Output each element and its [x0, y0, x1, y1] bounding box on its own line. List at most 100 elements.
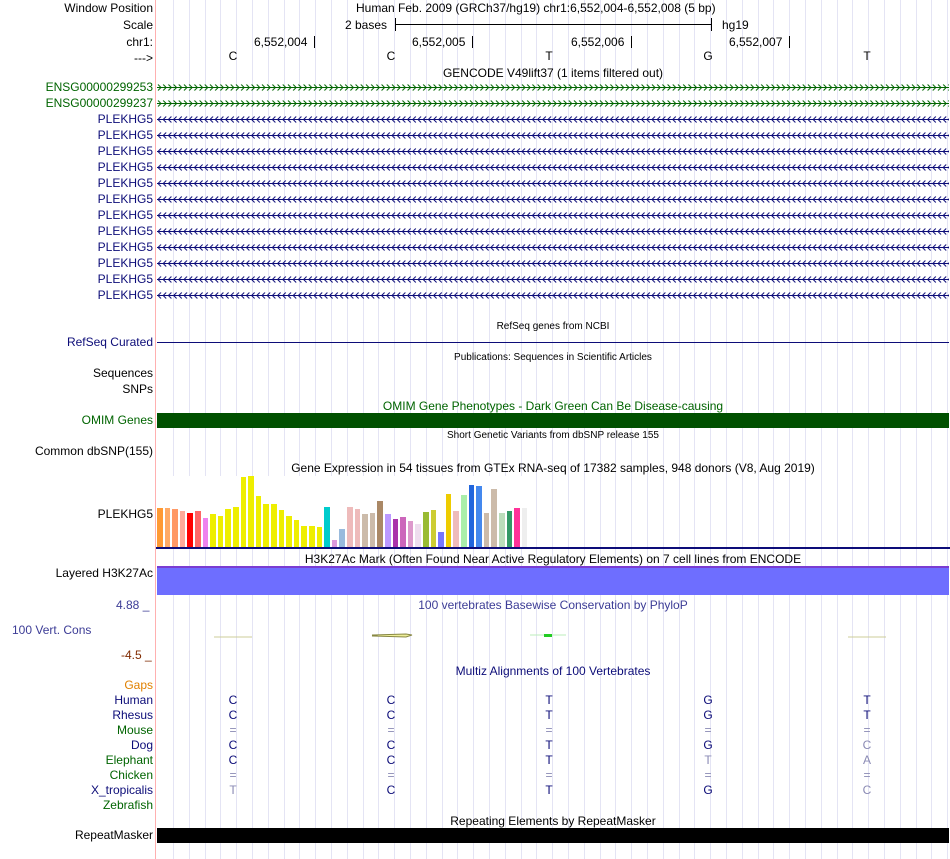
species-label[interactable]: Mouse: [116, 723, 153, 737]
gene-label[interactable]: PLEKHG5: [97, 176, 153, 190]
gtex-bar[interactable]: [483, 513, 490, 547]
gene-model[interactable]: [157, 131, 949, 141]
h3k27ac-signal-bar[interactable]: [157, 568, 949, 595]
gene-model[interactable]: [157, 179, 949, 189]
phylop-label[interactable]: 100 Vert. Cons: [12, 623, 92, 637]
gtex-bar[interactable]: [491, 489, 497, 547]
gtex-bar[interactable]: [164, 508, 171, 547]
gtex-bar[interactable]: [157, 508, 163, 547]
gtex-gene-label[interactable]: PLEKHG5: [97, 507, 153, 521]
species-label[interactable]: Rhesus: [112, 708, 153, 722]
h3k27ac-track-title[interactable]: H3K27Ac Mark (Often Found Near Active Re…: [304, 552, 802, 566]
gtex-bar[interactable]: [271, 504, 277, 547]
gtex-bar[interactable]: [445, 494, 452, 547]
gtex-bar[interactable]: [172, 509, 178, 547]
gtex-bar[interactable]: [187, 513, 193, 547]
dbsnp-track-title[interactable]: Short Genetic Variants from dbSNP releas…: [447, 430, 659, 441]
gene-label[interactable]: PLEKHG5: [97, 208, 153, 222]
refseq-label[interactable]: RefSeq Curated: [66, 335, 153, 349]
species-label[interactable]: Dog: [130, 738, 153, 752]
gaps-label[interactable]: Gaps: [124, 678, 153, 692]
species-label[interactable]: Chicken: [109, 768, 153, 782]
gene-label[interactable]: PLEKHG5: [97, 192, 153, 206]
species-label[interactable]: Human: [114, 693, 153, 707]
gene-model[interactable]: [157, 211, 949, 221]
snps-label[interactable]: SNPs: [122, 382, 153, 396]
gtex-bar[interactable]: [240, 477, 247, 547]
publications-track-title[interactable]: Publications: Sequences in Scientific Ar…: [454, 352, 652, 363]
refseq-track-title[interactable]: RefSeq genes from NCBI: [496, 321, 610, 332]
gtex-bar[interactable]: [369, 513, 376, 547]
gene-label[interactable]: PLEKHG5: [97, 288, 153, 302]
sequences-label[interactable]: Sequences: [92, 366, 153, 380]
gtex-bar[interactable]: [476, 486, 482, 547]
gene-model[interactable]: [157, 291, 949, 301]
gene-label[interactable]: PLEKHG5: [97, 224, 153, 238]
h3k27ac-label[interactable]: Layered H3K27Ac: [55, 566, 153, 580]
gtex-bar[interactable]: [499, 513, 505, 547]
gtex-bar[interactable]: [339, 529, 345, 547]
gtex-bar[interactable]: [354, 509, 361, 547]
phylop-signal[interactable]: [156, 625, 950, 645]
gene-label[interactable]: ENSG00000299237: [45, 96, 153, 110]
gencode-track-title[interactable]: GENCODE V49lift37 (1 items filtered out): [442, 66, 664, 80]
gtex-bar[interactable]: [362, 514, 368, 547]
gtex-bar[interactable]: [202, 518, 209, 547]
gtex-bar[interactable]: [400, 517, 406, 547]
refseq-gene-line[interactable]: [157, 342, 949, 343]
gtex-bar[interactable]: [324, 507, 330, 547]
omim-label[interactable]: OMIM Genes: [81, 413, 153, 427]
gene-model[interactable]: [157, 115, 949, 125]
gene-label[interactable]: PLEKHG5: [97, 160, 153, 174]
gtex-bar[interactable]: [195, 511, 201, 547]
gtex-bar[interactable]: [453, 511, 459, 547]
gtex-bar[interactable]: [347, 507, 353, 547]
gtex-bar[interactable]: [438, 532, 444, 547]
gtex-bar[interactable]: [210, 514, 216, 547]
gtex-bar[interactable]: [461, 495, 467, 547]
gtex-bar[interactable]: [407, 521, 414, 547]
gene-label[interactable]: PLEKHG5: [97, 112, 153, 126]
gtex-bar[interactable]: [331, 540, 338, 547]
gene-model[interactable]: [157, 195, 949, 205]
gene-model[interactable]: [157, 259, 949, 269]
gtex-bar[interactable]: [217, 516, 224, 547]
gene-model[interactable]: [157, 227, 949, 237]
gtex-bar[interactable]: [248, 476, 254, 547]
gtex-bar[interactable]: [286, 516, 292, 547]
gtex-bar[interactable]: [415, 524, 421, 547]
gene-model[interactable]: [157, 99, 949, 109]
omim-track-title[interactable]: OMIM Gene Phenotypes - Dark Green Can Be…: [382, 399, 724, 413]
gtex-bar[interactable]: [316, 527, 323, 547]
gtex-bar[interactable]: [293, 520, 300, 547]
phylop-track-title[interactable]: 100 vertebrates Basewise Conservation by…: [418, 598, 688, 612]
dbsnp-label[interactable]: Common dbSNP(155): [34, 444, 153, 458]
gene-label[interactable]: PLEKHG5: [97, 128, 153, 142]
species-label[interactable]: X_tropicalis: [90, 783, 153, 797]
gtex-bar[interactable]: [430, 510, 437, 547]
multiz-track-title[interactable]: Multiz Alignments of 100 Vertebrates: [455, 664, 651, 678]
gene-model[interactable]: [157, 243, 949, 253]
gtex-bar[interactable]: [392, 519, 399, 547]
gtex-bar[interactable]: [506, 511, 513, 547]
gtex-bar[interactable]: [385, 514, 391, 547]
gtex-bar[interactable]: [225, 509, 231, 547]
gene-label[interactable]: ENSG00000299253: [45, 80, 153, 94]
gtex-bar[interactable]: [423, 512, 429, 547]
gtex-bar[interactable]: [255, 496, 262, 547]
gtex-bar[interactable]: [377, 501, 383, 547]
gene-label[interactable]: PLEKHG5: [97, 256, 153, 270]
gene-label[interactable]: PLEKHG5: [97, 144, 153, 158]
gene-model[interactable]: [157, 163, 949, 173]
repeatmasker-label[interactable]: RepeatMasker: [74, 828, 153, 842]
gene-label[interactable]: PLEKHG5: [97, 240, 153, 254]
gtex-bar[interactable]: [468, 485, 475, 547]
gene-model[interactable]: [157, 275, 949, 285]
gene-model[interactable]: [157, 83, 949, 93]
repeatmasker-track-title[interactable]: Repeating Elements by RepeatMasker: [450, 814, 656, 828]
species-label[interactable]: Zebrafish: [102, 798, 153, 812]
gene-label[interactable]: PLEKHG5: [97, 272, 153, 286]
gtex-bar[interactable]: [301, 526, 307, 547]
gtex-bar[interactable]: [179, 511, 186, 547]
gtex-bar[interactable]: [309, 526, 315, 547]
